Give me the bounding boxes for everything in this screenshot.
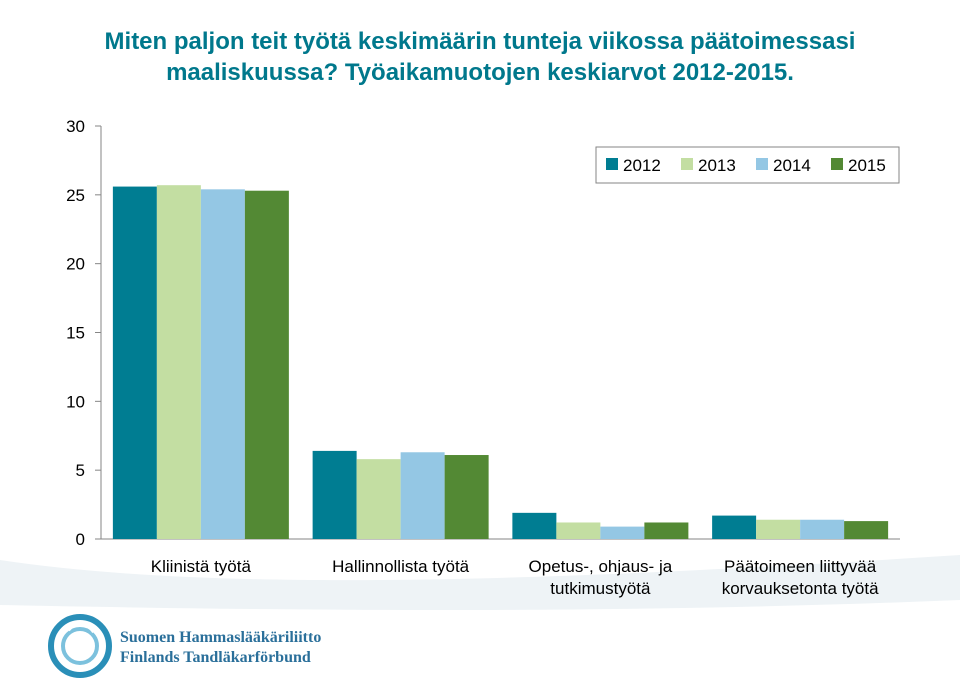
bar-2014-3 — [600, 526, 645, 539]
legend-swatch-2012 — [606, 158, 618, 170]
legend-label-2015: 2015 — [848, 156, 886, 175]
bar-2015-3 — [644, 522, 689, 539]
bar-2015-2 — [444, 455, 489, 539]
bar-2015-4 — [844, 521, 889, 539]
axis-layer: 0 5 10 15 20 25 30 — [66, 117, 900, 549]
chart-title-line-1: Miten paljon teit työtä keskimäärin tunt… — [104, 28, 856, 55]
y-tick-label: 15 — [66, 324, 85, 343]
legend-swatch-2013 — [681, 158, 693, 170]
logo-text-line-2: Finlands Tandläkarförbund — [120, 649, 311, 666]
chart-title-line-2: maaliskuussa? Työaikamuotojen keskiarvot… — [166, 59, 794, 86]
category-label-layer: Kliinistä työtä Hallinnollista työtä Opetu… — [151, 557, 879, 598]
bar-2013-3 — [556, 522, 601, 539]
bar-2012-1 — [112, 186, 157, 539]
legend: 2012 2013 2014 2015 — [595, 146, 900, 184]
bar-2015-1 — [244, 190, 289, 539]
y-tick-label: 0 — [76, 530, 85, 549]
x-category-label: Hallinnollista työtä — [332, 557, 470, 576]
x-category-label: korvauksetonta työtä — [722, 579, 879, 598]
logo-text-line-1: Suomen Hammaslääkäriliitto — [120, 629, 322, 646]
bar-2012-2 — [312, 450, 357, 539]
legend-label-2012: 2012 — [623, 156, 661, 175]
bar-2014-4 — [800, 519, 845, 539]
x-category-label: Opetus-, ohjaus- ja — [529, 557, 673, 576]
bar-2014-2 — [400, 452, 445, 539]
y-tick-label: 20 — [66, 255, 85, 274]
bar-2013-2 — [356, 459, 401, 539]
y-tick-label: 30 — [66, 117, 85, 136]
x-category-label: tutkimustyötä — [550, 579, 651, 598]
x-category-label: Päätoimeen liittyvää — [724, 557, 877, 576]
legend-label-2013: 2013 — [698, 156, 736, 175]
legend-box — [595, 146, 900, 184]
chart-title: Miten paljon teit työtä keskimäärin tunt… — [0, 26, 960, 88]
logo-text: Suomen Hammaslääkäriliitto Finlands Tand… — [120, 628, 321, 668]
y-tick-label: 5 — [76, 461, 85, 480]
y-tick-label: 25 — [66, 186, 85, 205]
bar-2013-4 — [756, 519, 801, 539]
legend-label-2014: 2014 — [773, 156, 811, 175]
bar-2012-4 — [712, 515, 757, 539]
y-tick-label: 10 — [66, 392, 85, 411]
legend-swatch-2015 — [831, 158, 843, 170]
logo-emblem — [48, 614, 112, 678]
bar-2013-1 — [156, 185, 201, 540]
x-category-label: Kliinistä työtä — [151, 557, 252, 576]
bar-2014-1 — [200, 189, 245, 539]
bar-2012-3 — [512, 512, 557, 539]
legend-swatch-2014 — [756, 158, 768, 170]
bar-layer — [112, 185, 889, 540]
